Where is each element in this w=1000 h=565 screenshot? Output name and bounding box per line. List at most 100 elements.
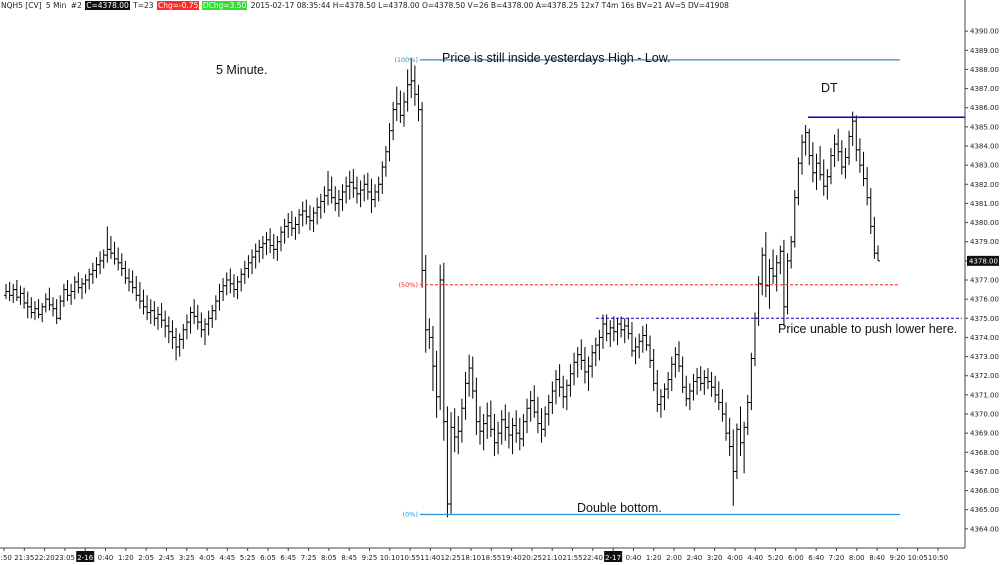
ohlc-bar [430, 325, 435, 392]
ohlc-bar [315, 197, 320, 225]
price-tick-label: 4374.00 [970, 334, 999, 342]
ohlc-bar [373, 184, 378, 208]
price-tick-label: 4387.00 [970, 85, 999, 93]
ohlc-bar [278, 226, 283, 252]
range-annotation: Price is still inside yesterdays High - … [442, 51, 671, 65]
ohlc-bar [365, 172, 370, 200]
ohlc-bar [467, 354, 472, 397]
time-tick-label: 5:25 [240, 554, 256, 562]
time-tick-label: 10:05 [908, 554, 928, 562]
ohlc-bar [203, 318, 208, 346]
ohlc-bar [293, 216, 298, 240]
ohlc-bar [832, 134, 837, 168]
ohlc-bar [289, 211, 294, 236]
close-value: C=4378.00 [85, 1, 130, 10]
double-bottom-annotation: Double bottom. [577, 501, 662, 515]
time-tick-label: 9:25 [362, 554, 378, 562]
ohlc-bar [633, 337, 638, 365]
ohlc-bar [496, 421, 501, 455]
ohlc-bar [87, 268, 92, 290]
ohlc-bar [781, 239, 786, 326]
ohlc-bar [434, 350, 439, 418]
ohlc-bar [61, 283, 66, 307]
ohlc-bar [579, 339, 584, 370]
ohlc-bar [847, 130, 852, 166]
ohlc-bar [329, 176, 334, 204]
ohlc-bar [228, 268, 233, 294]
ohlc-bar [83, 274, 88, 294]
ohlc-bar [221, 278, 226, 302]
time-tick-label: 4:45 [219, 554, 235, 562]
ohlc-bar [601, 314, 606, 349]
ohlc-bar [326, 170, 331, 206]
chart-number: #2 [70, 1, 82, 10]
ohlc-bar [767, 258, 772, 309]
ohlc-bar [865, 167, 870, 206]
time-tick-label: 6:05 [260, 554, 276, 562]
time-tick-label: 8:45 [341, 554, 357, 562]
ohlc-bar [499, 410, 504, 445]
price-tick-label: 4371.00 [970, 391, 999, 399]
time-tick-label: 8:40 [869, 554, 885, 562]
ohlc-bar [803, 124, 808, 156]
time-tick-label: 9:20 [890, 554, 906, 562]
ohlc-bar [409, 57, 414, 99]
ohlc-bar [857, 138, 862, 173]
ohlc-bar [705, 368, 710, 390]
time-tick-label: 7:20 [829, 554, 845, 562]
ohlc-bar [673, 347, 678, 378]
ohlc-bar [166, 316, 171, 344]
ohlc-bar [691, 373, 696, 401]
ohlc-bar [304, 199, 309, 225]
time-tick-label: 22:20 [35, 554, 55, 562]
ohlc-bar [828, 147, 833, 185]
time-tick-label: 7:25 [301, 554, 317, 562]
time-tick-label: 0:40 [626, 554, 642, 562]
ohlc-bar [253, 243, 258, 269]
ohlc-bar [333, 186, 338, 212]
ohlc-bar [593, 337, 598, 367]
ohlc-bar [702, 369, 707, 395]
ohlc-bar [492, 414, 497, 457]
ohlc-bar [58, 295, 63, 321]
ohlc-bar [402, 92, 407, 127]
time-tick-label: 20:25 [522, 554, 542, 562]
price-tick-label: 4370.00 [970, 411, 999, 419]
ohlc-bar [14, 280, 19, 302]
price-tick-label: 4368.00 [970, 449, 999, 457]
tick-count: T=23 [133, 1, 154, 10]
ohlc-bar [734, 423, 739, 480]
ohlc-bar [354, 176, 359, 204]
ohlc-bar [525, 398, 530, 434]
price-tick-label: 4390.00 [970, 28, 999, 36]
ohlc-bar [231, 274, 236, 298]
time-tick-label: 6:40 [808, 554, 824, 562]
ohlc-bar [463, 371, 468, 420]
ohlc-bar [148, 299, 153, 325]
ohlc-bar [774, 255, 779, 292]
ohlc-bar [449, 412, 454, 514]
ohlc-bar [629, 322, 634, 357]
ohlc-bar [29, 297, 34, 319]
ohlc-bar [76, 272, 81, 294]
price-tick-label: 4379.00 [970, 238, 999, 246]
ohlc-bar [716, 381, 721, 411]
price-axis: 4364.00 4365.00 4366.00 4367.00 4368.00 4369.… [0, 0, 999, 549]
ohlc-bar [112, 241, 117, 265]
ohlc-bar [771, 249, 776, 284]
ohlc-bar [557, 364, 562, 397]
ohlc-bar [235, 276, 240, 300]
ohlc-bar [65, 280, 70, 302]
time-tick-label: 21:10 [542, 554, 562, 562]
ohlc-bar [47, 287, 52, 311]
ohlc-bar [676, 341, 681, 372]
ohlc-bar [821, 159, 826, 196]
price-tick-label: 4375.00 [970, 315, 999, 323]
ohlc-bar [416, 84, 421, 122]
ohlc-bar [800, 134, 805, 175]
ohlc-bar [239, 268, 244, 292]
chart-header: NQH5 [CV] 5 Min #2 C=4378.00 T=23 Chg=-0… [0, 0, 965, 11]
last-price-box [967, 255, 999, 266]
